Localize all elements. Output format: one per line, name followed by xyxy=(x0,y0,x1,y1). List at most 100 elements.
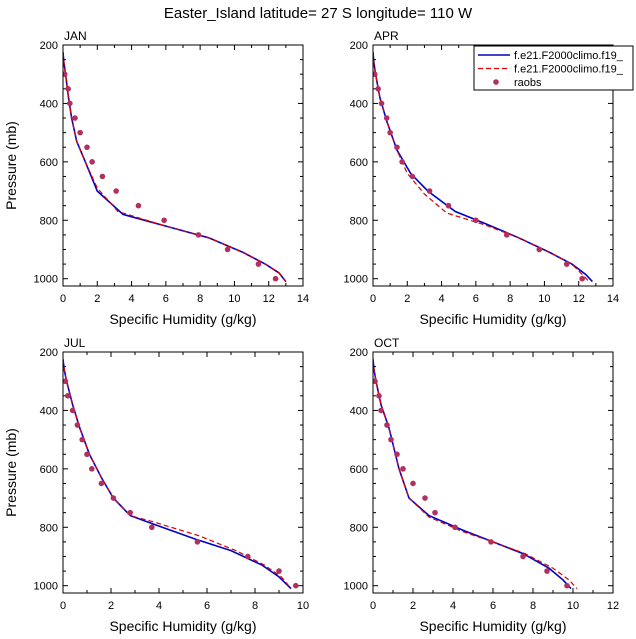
x-tick-label: 0 xyxy=(370,293,376,305)
x-tick-label: 8 xyxy=(252,600,258,612)
raobs-point xyxy=(384,422,390,428)
raobs-point xyxy=(89,466,95,472)
raobs-point xyxy=(426,188,433,194)
plot-frame xyxy=(62,44,304,287)
series-group xyxy=(373,52,593,283)
model-solid-line xyxy=(63,52,287,283)
x-tick-label: 10 xyxy=(297,600,309,612)
x-tick-label: 12 xyxy=(607,600,619,612)
series-group xyxy=(63,52,287,283)
panel-label: OCT xyxy=(374,336,400,350)
plot-frame xyxy=(372,44,614,287)
raobs-point xyxy=(383,115,390,121)
raobs-point xyxy=(65,393,71,399)
y-axis-label: Pressure (mb) xyxy=(3,428,19,517)
y-tick-label: 800 xyxy=(350,522,368,534)
legend-label: raobs xyxy=(514,77,542,89)
raobs-point xyxy=(72,115,78,121)
panel-jul: 0 2 4 6 8 10 200 400 600 800 1000 JUL Specific Humid… xyxy=(3,336,309,634)
raobs-point xyxy=(74,422,81,428)
raobs-point xyxy=(98,480,105,487)
raobs-point xyxy=(388,436,394,443)
y-tick-label: 200 xyxy=(350,347,368,359)
x-axis-label: Specific Humidity (g/kg) xyxy=(419,618,566,634)
raobs-point xyxy=(373,71,378,78)
raobs-point xyxy=(422,495,428,501)
raobs-point xyxy=(113,188,119,194)
series-group xyxy=(373,359,578,590)
raobs-point xyxy=(89,159,95,165)
x-tick-label: 12 xyxy=(263,293,275,305)
legend: f.e21.F2000climo.f19_ f.e21.F2000climo.f1… xyxy=(473,45,634,91)
raobs-point xyxy=(110,495,117,501)
raobs-point xyxy=(84,451,90,458)
legend-label: f.e21.F2000climo.f19_ xyxy=(514,64,624,76)
raobs-point xyxy=(394,451,400,458)
y-axis-label: Pressure (mb) xyxy=(3,121,19,210)
raobs-point xyxy=(399,159,405,165)
x-tick-label: 4 xyxy=(156,600,162,612)
raobs-point xyxy=(564,582,570,589)
raobs-point xyxy=(63,378,69,385)
raobs-point xyxy=(488,539,494,545)
model-dashed-line xyxy=(373,359,578,590)
raobs-point xyxy=(149,524,155,531)
raobs-point xyxy=(69,407,76,414)
raobs-point xyxy=(65,86,71,92)
x-tick-label: 2 xyxy=(94,293,100,305)
y-tick-label: 1000 xyxy=(344,274,368,286)
raobs-point xyxy=(432,509,438,516)
x-tick-label: 2 xyxy=(404,293,410,305)
x-tick-label: 4 xyxy=(439,293,445,305)
raobs-point xyxy=(394,144,400,151)
x-tick-label: 10 xyxy=(538,293,550,305)
plot-frame xyxy=(62,351,304,594)
x-tick-label: 0 xyxy=(370,600,376,612)
x-tick-label: 0 xyxy=(60,293,66,305)
y-tick-label: 200 xyxy=(40,347,58,359)
legend-marker-raobs xyxy=(493,79,499,85)
y-tick-label: 1000 xyxy=(34,274,58,286)
x-tick-label: 6 xyxy=(473,293,479,305)
raobs-point xyxy=(544,568,550,574)
raobs-point xyxy=(378,407,384,414)
y-tick-label: 200 xyxy=(350,40,368,52)
raobs-point xyxy=(536,246,543,253)
raobs-point xyxy=(563,261,570,267)
y-tick-label: 400 xyxy=(40,98,58,110)
raobs-point xyxy=(452,524,458,531)
panel-label: JUL xyxy=(64,336,86,350)
figure-title: Easter_Island latitude= 27 S longitude= … xyxy=(164,5,473,22)
raobs-point xyxy=(224,246,231,253)
raobs-point xyxy=(245,553,251,560)
x-tick-label: 14 xyxy=(297,293,309,305)
raobs-point xyxy=(579,275,585,282)
raobs-point xyxy=(255,261,262,267)
raobs-point xyxy=(473,217,479,224)
raobs-point xyxy=(378,100,385,107)
y-tick-label: 600 xyxy=(40,464,58,476)
y-tick-label: 200 xyxy=(40,40,58,52)
y-tick-label: 600 xyxy=(350,157,368,169)
y-tick-label: 600 xyxy=(350,464,368,476)
x-tick-label: 10 xyxy=(567,600,579,612)
y-tick-label: 800 xyxy=(40,215,58,227)
y-tick-label: 800 xyxy=(40,522,58,534)
panel-oct: 0 2 4 6 8 10 12 200 400 600 800 1000 OCT Specific Hum… xyxy=(344,336,620,634)
x-tick-label: 6 xyxy=(204,600,210,612)
raobs-point xyxy=(503,232,510,238)
raobs-point xyxy=(194,539,201,545)
x-axis-label: Specific Humidity (g/kg) xyxy=(109,618,256,634)
raobs-point xyxy=(79,436,85,443)
raobs-point xyxy=(376,393,382,399)
raobs-point xyxy=(375,86,381,92)
legend-box xyxy=(473,45,634,91)
raobs-point xyxy=(135,202,142,209)
x-tick-label: 10 xyxy=(228,293,240,305)
raobs-point xyxy=(293,582,299,589)
y-tick-label: 400 xyxy=(40,405,58,417)
raobs-point xyxy=(67,100,73,107)
x-tick-label: 12 xyxy=(573,293,585,305)
